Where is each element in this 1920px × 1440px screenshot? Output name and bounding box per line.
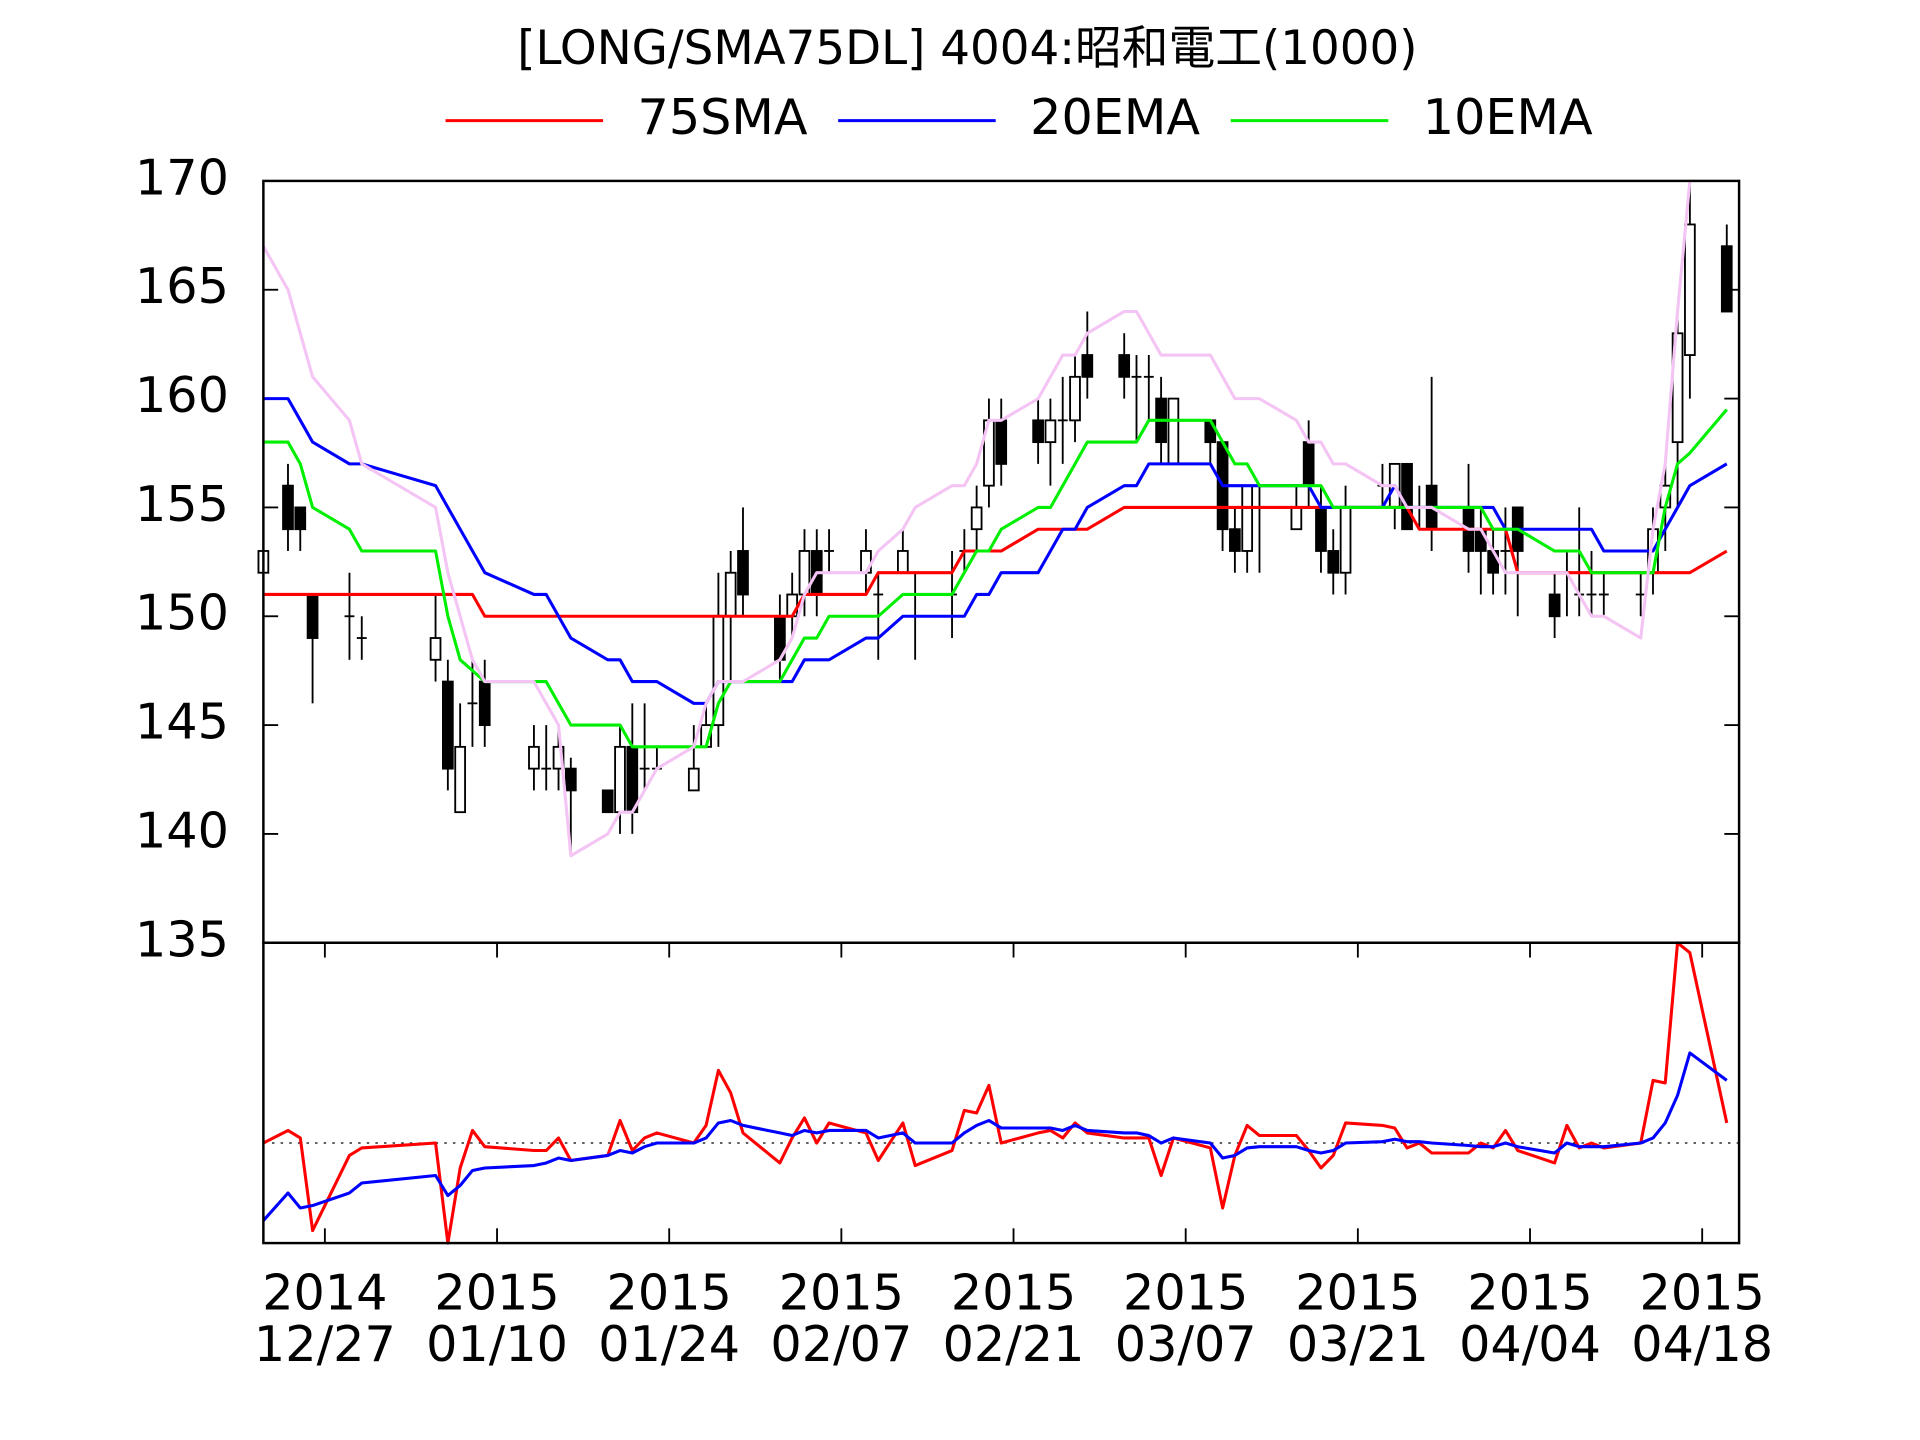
candle-body — [1118, 354, 1131, 378]
x-tick-label: 2015 — [951, 1263, 1076, 1321]
x-tick-label: 2015 — [434, 1263, 559, 1321]
x-tick-label: 02/07 — [770, 1315, 912, 1373]
candle-body — [724, 571, 737, 618]
candle-body — [1339, 506, 1352, 574]
candle-body — [970, 506, 983, 531]
y-tick-label: 170 — [135, 148, 229, 206]
candle-body — [614, 745, 626, 814]
candle-body — [1290, 506, 1303, 531]
y-tick-label: 135 — [135, 910, 229, 968]
series-line — [263, 505, 1728, 618]
candle-body — [1229, 528, 1241, 552]
candle-body — [1302, 441, 1315, 487]
candle-body — [897, 550, 909, 574]
y-tick-label: 160 — [135, 366, 229, 424]
x-tick-label: 02/21 — [943, 1315, 1085, 1373]
x-tick-label: 01/10 — [426, 1315, 568, 1373]
candle-body — [1684, 223, 1696, 356]
x-tick-label: 12/27 — [254, 1315, 396, 1373]
candle-body — [1069, 375, 1081, 422]
x-tick-label: 2015 — [1295, 1263, 1420, 1321]
candle-body — [552, 745, 565, 770]
x-tick-label: 03/07 — [1115, 1315, 1257, 1373]
x-tick-label: 2015 — [1640, 1263, 1765, 1321]
x-tick-label: 04/18 — [1631, 1315, 1773, 1373]
y-tick-label: 155 — [135, 475, 229, 533]
candle-body — [1081, 354, 1094, 378]
x-tick-label: 2015 — [779, 1263, 904, 1321]
series-line — [263, 397, 1728, 705]
candle-body — [687, 767, 700, 792]
candle-body — [737, 550, 749, 596]
x-tick-label: 2014 — [262, 1263, 387, 1321]
candle-body — [601, 789, 614, 814]
candle-body — [1548, 593, 1561, 618]
candle-body — [1401, 462, 1413, 531]
x-tick-label: 2015 — [607, 1263, 732, 1321]
y-tick-label: 140 — [135, 801, 229, 859]
legend-label: 75SMA — [638, 88, 808, 146]
y-tick-label: 165 — [135, 257, 229, 315]
series-line — [262, 1051, 1728, 1222]
candle-body — [1327, 550, 1340, 574]
series-line — [262, 180, 1692, 858]
candle-body — [1167, 397, 1180, 465]
candle-body — [478, 680, 491, 727]
candle-body — [564, 767, 577, 792]
candle-body — [1720, 245, 1733, 313]
candle-body — [306, 593, 319, 639]
series-line — [263, 408, 1728, 749]
x-tick-label: 03/21 — [1287, 1315, 1429, 1373]
legend-label: 20EMA — [1030, 88, 1200, 146]
candle-body — [282, 484, 294, 531]
x-tick-label: 04/04 — [1459, 1315, 1601, 1373]
y-tick-label: 145 — [135, 693, 229, 751]
candle-body — [429, 637, 442, 661]
y-tick-label: 150 — [135, 584, 229, 642]
candle-body — [1241, 484, 1254, 552]
x-tick-label: 2015 — [1467, 1263, 1592, 1321]
candle-body — [1044, 419, 1057, 444]
chart-title: [LONG/SMA75DL] 4004:昭和電工(1000) — [517, 22, 1417, 76]
candle-body — [1032, 419, 1044, 444]
x-tick-label: 2015 — [1123, 1263, 1248, 1321]
candle-body — [442, 680, 454, 770]
plot-frame — [262, 941, 1741, 1245]
candle-body — [528, 745, 540, 770]
candle-body — [454, 745, 466, 814]
candle-body — [995, 419, 1008, 465]
x-tick-label: 01/24 — [598, 1315, 740, 1373]
legend-label: 10EMA — [1423, 88, 1593, 146]
candle-body — [294, 506, 307, 531]
candle-body — [626, 745, 639, 814]
candle-body — [1315, 506, 1327, 552]
series-line — [262, 941, 1729, 1245]
